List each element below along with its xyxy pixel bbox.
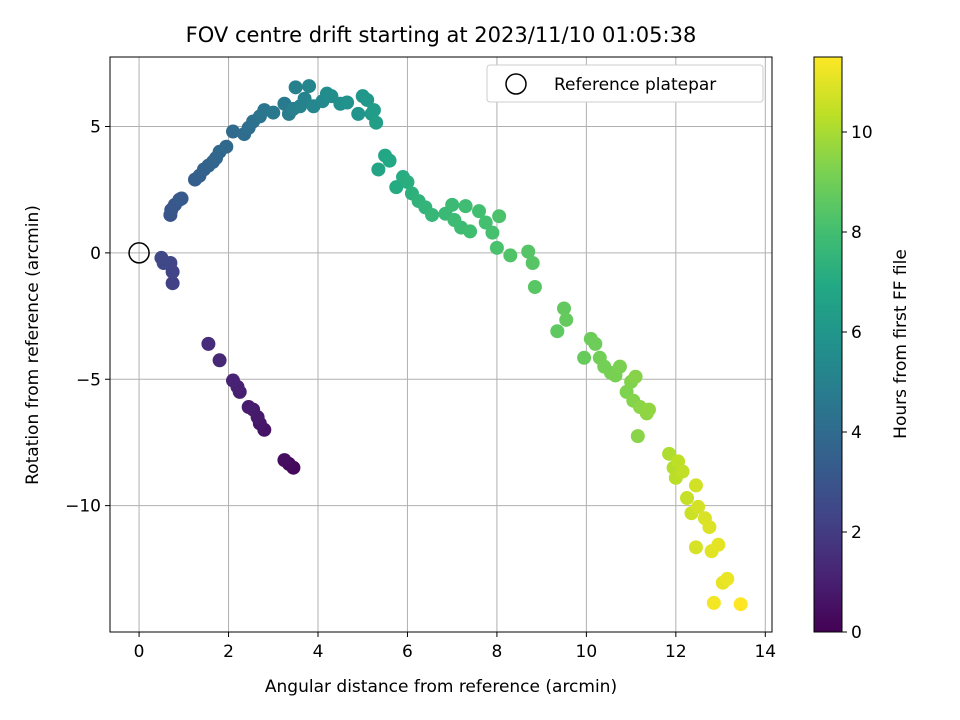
data-point (445, 197, 460, 212)
data-point (266, 105, 281, 120)
data-point (557, 301, 572, 316)
data-point (612, 359, 627, 374)
x-tick-label: 8 (491, 642, 502, 662)
data-point (478, 215, 493, 230)
data-point (360, 92, 375, 107)
colorbar-tick-label: 4 (851, 423, 862, 443)
colorbar-label: Hours from first FF file (891, 249, 911, 439)
data-point (400, 175, 415, 190)
legend: Reference platepar (486, 64, 764, 103)
data-point (302, 79, 317, 94)
reference-point (128, 242, 150, 264)
data-points (154, 79, 748, 612)
data-point (369, 115, 384, 130)
y-tick-label: 0 (90, 244, 101, 264)
data-point (675, 464, 690, 479)
colorbar-gradient (813, 56, 843, 633)
x-tick-label: 14 (754, 642, 776, 662)
data-point (154, 250, 169, 265)
plot-frame (109, 56, 773, 633)
data-point (212, 353, 227, 368)
data-point (503, 248, 518, 263)
data-point (559, 312, 574, 327)
y-tick-label: −5 (76, 370, 101, 390)
y-axis-ticks: 5 0 −5 −10 (65, 118, 110, 517)
data-point (219, 139, 234, 154)
data-point (577, 350, 592, 365)
colorbar-tick-label: 8 (851, 223, 862, 243)
data-point (458, 199, 473, 214)
legend-reference-marker (505, 73, 527, 95)
data-point (288, 80, 303, 95)
x-tick-label: 4 (313, 642, 324, 662)
y-tick-label: 5 (90, 118, 101, 138)
data-point (463, 224, 478, 239)
data-point (226, 124, 241, 139)
data-point (241, 400, 256, 415)
data-point (277, 453, 292, 468)
data-point (382, 153, 397, 168)
colorbar-ticks: 0 2 4 6 8 10 (842, 123, 873, 643)
data-point (706, 595, 721, 610)
data-point (165, 276, 180, 291)
legend-entry-label: Reference platepar (554, 75, 716, 95)
colorbar-tick-label: 6 (851, 323, 862, 343)
data-point (485, 225, 500, 240)
data-point (472, 204, 487, 219)
data-point (680, 491, 695, 506)
legend-box (486, 64, 764, 103)
data-point (628, 369, 643, 384)
data-point (340, 95, 355, 110)
data-point (371, 162, 386, 177)
data-point (527, 280, 542, 294)
y-axis-label: Rotation from reference (arcmin) (23, 205, 43, 485)
colorbar-tick-label: 0 (851, 623, 862, 643)
data-point (492, 209, 507, 224)
data-point (425, 207, 440, 222)
data-point (550, 324, 565, 339)
reference-platepar-marker (128, 242, 150, 264)
data-point (525, 255, 540, 270)
data-point (733, 597, 748, 612)
data-point (688, 478, 703, 493)
y-tick-label: −10 (65, 497, 101, 517)
x-tick-label: 2 (223, 642, 234, 662)
data-point (521, 244, 536, 259)
data-point (226, 373, 241, 388)
x-tick-label: 0 (134, 642, 145, 662)
data-point (720, 571, 735, 586)
x-axis-ticks: 0 2 4 6 8 10 12 14 (134, 632, 776, 662)
data-point (174, 191, 189, 206)
data-point (688, 540, 703, 555)
chart-title: FOV centre drift starting at 2023/11/10 … (186, 23, 697, 47)
data-point (588, 336, 603, 351)
colorbar-tick-label: 10 (851, 123, 873, 143)
x-axis-label: Angular distance from reference (arcmin) (265, 677, 617, 697)
data-point (711, 537, 726, 552)
data-point (201, 336, 216, 351)
data-point (702, 520, 717, 535)
colorbar-tick-label: 2 (851, 523, 862, 543)
colorbar: 0 2 4 6 8 10 Hours from first FF file (813, 56, 911, 643)
data-point (351, 106, 366, 121)
data-point (641, 402, 656, 417)
data-point (366, 103, 381, 118)
x-tick-label: 12 (665, 642, 687, 662)
x-tick-label: 6 (402, 642, 413, 662)
data-point (691, 499, 706, 514)
data-point (389, 180, 404, 195)
data-point (489, 240, 504, 255)
data-point (630, 429, 645, 444)
x-tick-label: 10 (576, 642, 598, 662)
